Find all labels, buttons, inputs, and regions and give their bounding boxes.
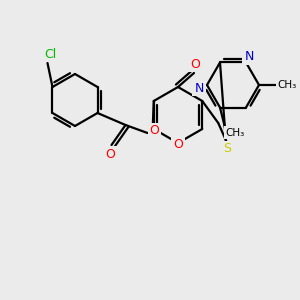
Text: O: O: [106, 148, 116, 160]
Text: CH₃: CH₃: [225, 128, 244, 137]
Text: O: O: [190, 58, 200, 70]
Text: O: O: [150, 124, 160, 137]
Text: Cl: Cl: [44, 47, 57, 61]
Text: N: N: [194, 82, 204, 94]
Text: N: N: [244, 50, 254, 63]
Text: CH₃: CH₃: [278, 80, 297, 90]
Text: O: O: [173, 139, 183, 152]
Text: S: S: [223, 142, 231, 155]
